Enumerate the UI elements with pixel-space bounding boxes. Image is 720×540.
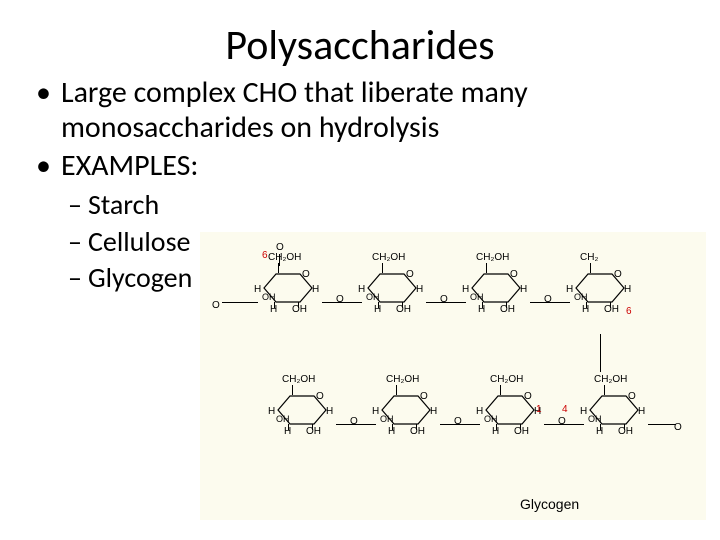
sugar-ring: O <box>464 266 528 310</box>
sugar-ring: O <box>256 266 320 310</box>
glyco-o: O <box>440 294 448 305</box>
ring-oh-interior: OH <box>380 414 394 424</box>
ring-oh-label: OH <box>500 304 515 315</box>
svg-text:O: O <box>406 269 414 280</box>
ring-oh-label: OH <box>292 304 307 315</box>
bullet-text: Large complex CHO that liberate many mon… <box>61 75 692 146</box>
sugar-ring: O <box>374 388 438 432</box>
ring-h-side: H <box>268 406 275 417</box>
svg-text:O: O <box>614 269 622 280</box>
ring-h-side: H <box>566 284 573 295</box>
ring-h-side: H <box>638 406 645 417</box>
ring-oh-label: OH <box>306 426 321 437</box>
glycogen-diagram: OOCH₂OHHOHHOHH6OCH₂OHHOHHOHHOCH₂OHHOHHOH… <box>200 232 706 520</box>
ring-h-side: H <box>476 406 483 417</box>
ring-oh-label: OH <box>410 426 425 437</box>
ring-top-label: CH₂OH <box>372 252 405 263</box>
sub-bullet-item: Starch <box>68 187 692 223</box>
ring-h-side: H <box>462 284 469 295</box>
bullet-item: EXAMPLES: <box>32 148 692 183</box>
ring-h-side: H <box>416 284 423 295</box>
page-title: Polysaccharides <box>28 20 692 71</box>
ring-h-side: H <box>312 284 319 295</box>
carbon-number: 6 <box>626 306 632 317</box>
svg-text:O: O <box>628 391 636 402</box>
ring-oh-label: OH <box>618 426 633 437</box>
ring-top-label: CH₂OH <box>282 374 315 385</box>
ring-oh-interior: OH <box>574 292 588 302</box>
glyco-o: O <box>454 416 462 427</box>
svg-text:O: O <box>302 269 310 280</box>
ring-h-side: H <box>580 406 587 417</box>
ring-h-side: H <box>520 284 527 295</box>
svg-text:O: O <box>510 269 518 280</box>
bullet-list: Large complex CHO that liberate many mon… <box>32 75 692 183</box>
ring-h-side: H <box>372 406 379 417</box>
ring-oh-interior: OH <box>470 292 484 302</box>
glyco-o: O <box>544 294 552 305</box>
ring-h-side: H <box>326 406 333 417</box>
ring-top-label: CH₂OH <box>490 374 523 385</box>
bullet-text: EXAMPLES: <box>61 148 199 183</box>
glyco-o: O <box>558 416 566 427</box>
ring-top-label: CH₂OH <box>476 252 509 263</box>
ring-h-side: H <box>358 284 365 295</box>
ring-oh-label: OH <box>514 426 529 437</box>
glyco-o: O <box>350 416 358 427</box>
bullet-item: Large complex CHO that liberate many mon… <box>32 75 692 146</box>
carbon-number: 6 <box>262 250 268 261</box>
ring-top-label: CH₂OH <box>594 374 627 385</box>
ring-top-label: CH₂OH <box>268 252 301 263</box>
link-o: O <box>212 300 220 311</box>
sugar-ring: O <box>568 266 632 310</box>
svg-text:O: O <box>524 391 532 402</box>
ring-oh-interior: OH <box>366 292 380 302</box>
ring-top-label: CH₂OH <box>386 374 419 385</box>
glyco-o: O <box>336 294 344 305</box>
sugar-ring: O <box>270 388 334 432</box>
ring-h-side: H <box>430 406 437 417</box>
ring-h-side: H <box>624 284 631 295</box>
ring-oh-label: OH <box>396 304 411 315</box>
ring-oh-interior: OH <box>588 414 602 424</box>
ring-oh-interior: OH <box>276 414 290 424</box>
ring-h-side: H <box>254 284 261 295</box>
svg-text:O: O <box>316 391 324 402</box>
sugar-ring: O <box>478 388 542 432</box>
ring-oh-label: OH <box>604 304 619 315</box>
svg-text:O: O <box>420 391 428 402</box>
ring-oh-interior: OH <box>484 414 498 424</box>
sub-bullet-text: Cellulose <box>88 224 191 260</box>
ring-oh-interior: OH <box>262 292 276 302</box>
carbon-number: 1 <box>536 404 542 415</box>
diagram-caption: Glycogen <box>520 496 579 512</box>
sugar-ring: O <box>582 388 646 432</box>
sugar-ring: O <box>360 266 424 310</box>
carbon-number: 4 <box>562 404 568 415</box>
ring-top-label: CH₂ <box>580 252 598 263</box>
sub-bullet-text: Starch <box>88 187 159 223</box>
sub-bullet-text: Glycogen <box>88 260 192 296</box>
